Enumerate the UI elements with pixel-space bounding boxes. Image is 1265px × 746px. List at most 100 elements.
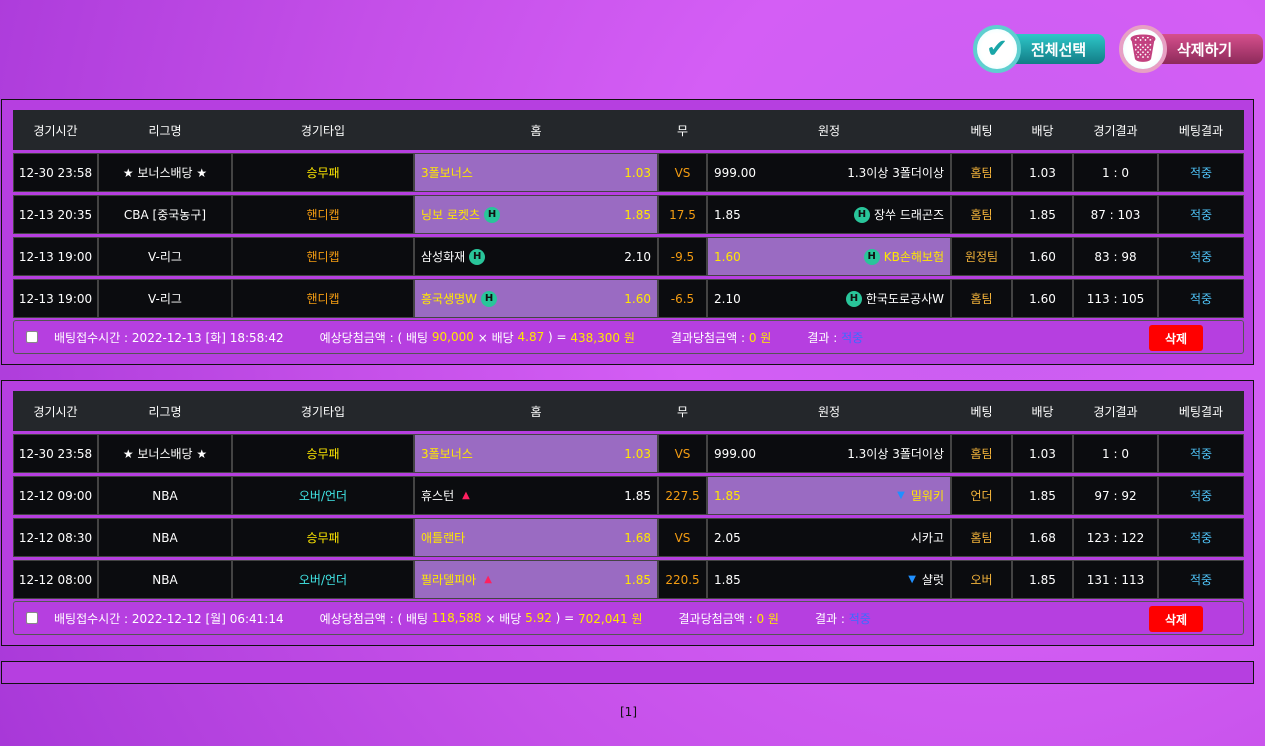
bet-result: 적중 — [1158, 279, 1244, 318]
draw-value: 17.5 — [658, 195, 707, 234]
game-score: 1 : 0 — [1073, 153, 1158, 192]
away-team-cell[interactable]: 999.00 1.3이상 3폴더이상 — [707, 153, 951, 192]
home-team-cell[interactable]: 닝보 로켓츠 H 1.85 — [414, 195, 658, 234]
pagination-page-1[interactable]: [1] — [620, 705, 637, 719]
away-team-cell[interactable]: 1.85 ▼ 샬럿 — [707, 560, 951, 599]
x: × 배당 — [473, 330, 518, 345]
header-cell: 무 — [676, 404, 689, 419]
away-team-cell[interactable]: 1.85 H 장쑤 드래곤즈 — [707, 195, 951, 234]
away-odds: 2.10 — [714, 291, 741, 306]
away-team-cell[interactable]: 1.60 H KB손해보험 — [707, 237, 951, 276]
won: 0 원 — [756, 611, 779, 626]
slip-footer: 배팅접수시간 : 2022-12-12 [월] 06:41:14 예상당첨금액 :… — [13, 601, 1244, 635]
draw-value: 227.5 — [658, 476, 707, 515]
bet-result: 적중 — [1158, 476, 1244, 515]
slip-checkbox[interactable] — [26, 612, 38, 624]
home-team-cell[interactable]: 애틀랜타 1.68 — [414, 518, 658, 557]
eq: ) = — [544, 330, 571, 344]
home-name-wrap: 흥국생명W H — [421, 290, 501, 307]
away-team-cell[interactable]: 999.00 1.3이상 3폴더이상 — [707, 434, 951, 473]
game-type: 승무패 — [232, 434, 414, 473]
bet-result: 적중 — [1158, 153, 1244, 192]
bet-table: 경기시간 리그명 경기타입 홈 무 원정 베팅 배당 경기결과 베팅결과 12-30 23:58 ★ … — [13, 391, 1244, 599]
away-odds: 1.85 — [714, 207, 741, 222]
table-row: 12-12 08:30 NBA 승무패 애틀랜타 1.68 VS 2.05 시카고 홈팀 1.68… — [13, 518, 1244, 557]
delete-selected-label: 삭제하기 — [1155, 34, 1263, 64]
bet-result: 적중 — [1158, 518, 1244, 557]
time-label: 배팅접수시간 : — [54, 611, 132, 626]
away-team-name: 1.3이상 3폴더이상 — [847, 447, 944, 461]
away-odds: 999.00 — [714, 446, 756, 461]
home-name-wrap: 필라델피아 ▲ — [421, 571, 492, 588]
bet-odds: 1.85 — [1012, 195, 1073, 234]
game-time: 12-13 19:00 — [13, 237, 98, 276]
home-team-name: 휴스턴 — [421, 489, 455, 503]
stake: 118,588 — [431, 611, 482, 625]
game-type: 핸디캡 — [232, 279, 414, 318]
home-name-wrap: 휴스턴 ▲ — [421, 487, 470, 504]
league-name: ★ 보너스배당 ★ — [98, 153, 232, 192]
expected-label: 예상당첨금액 : ( 배팅 — [319, 611, 432, 626]
won-label: 결과당첨금액 : — [670, 330, 749, 345]
select-all-button[interactable]: ✔ 전체선택 — [973, 25, 1105, 73]
home-team-cell[interactable]: 삼성화재 H 2.10 — [414, 237, 658, 276]
header-cell: 원정 — [817, 123, 841, 138]
home-team-cell[interactable]: 필라델피아 ▲ 1.85 — [414, 560, 658, 599]
delete-slip-button[interactable]: 삭제 — [1149, 325, 1203, 351]
home-team-name: 흥국생명W — [421, 292, 478, 306]
away-team-cell[interactable]: 1.85 ▼ 밀워키 — [707, 476, 951, 515]
expected: 702,041 원 — [578, 611, 643, 626]
time: 2022-12-12 [월] 06:41:14 — [131, 611, 284, 626]
away-name-wrap: H KB손해보험 — [860, 248, 944, 265]
table-row: 12-13 19:00 V-리그 핸디캡 삼성화재 H 2.10 -9.5 1.60 H KB손해… — [13, 237, 1244, 276]
time-label: 배팅접수시간 : — [54, 330, 132, 345]
away-team-name: 시카고 — [910, 531, 944, 545]
away-name-wrap: 시카고 — [911, 529, 944, 546]
home-team-name: 애틀랜타 — [421, 531, 466, 545]
home-odds: 2.10 — [624, 249, 651, 264]
header-cell: 경기결과 — [1093, 123, 1138, 138]
home-odds: 1.85 — [624, 207, 651, 222]
table-row: 12-13 19:00 V-리그 핸디캡 흥국생명W H 1.60 -6.5 2.10 H 한국도… — [13, 279, 1244, 318]
under-down-arrow-icon: ▼ — [897, 490, 905, 501]
home-name-wrap: 삼성화재 H — [421, 248, 489, 265]
home-team-cell[interactable]: 3폴보너스 1.03 — [414, 153, 658, 192]
draw-value: -6.5 — [658, 279, 707, 318]
home-team-cell[interactable]: 3폴보너스 1.03 — [414, 434, 658, 473]
home-odds: 1.03 — [624, 165, 651, 180]
bet-result: 적중 — [1158, 560, 1244, 599]
bet-choice: 홈팀 — [951, 518, 1012, 557]
league-name: NBA — [98, 518, 232, 557]
away-team-cell[interactable]: 2.10 H 한국도로공사W — [707, 279, 951, 318]
away-team-cell[interactable]: 2.05 시카고 — [707, 518, 951, 557]
delete-slip-button[interactable]: 삭제 — [1149, 606, 1203, 632]
home-team-cell[interactable]: 휴스턴 ▲ 1.85 — [414, 476, 658, 515]
away-odds: 1.85 — [714, 488, 741, 503]
result-label: 결과 : — [814, 611, 849, 626]
game-time: 12-30 23:58 — [13, 153, 98, 192]
bet-odds: 1.68 — [1012, 518, 1073, 557]
home-team-cell[interactable]: 흥국생명W H 1.60 — [414, 279, 658, 318]
home-odds: 1.03 — [624, 446, 651, 461]
result-label: 결과 : — [807, 330, 842, 345]
handicap-h-icon: H — [484, 206, 501, 223]
slip-checkbox[interactable] — [26, 331, 38, 343]
draw-value: VS — [658, 153, 707, 192]
league-name: V-리그 — [98, 279, 232, 318]
away-odds: 1.60 — [714, 249, 741, 264]
delete-selected-button[interactable]: 🗑 삭제하기 — [1119, 25, 1263, 73]
checkmark-icon: ✔ — [973, 25, 1021, 73]
bet-odds: 1.60 — [1012, 237, 1073, 276]
eq: ) = — [551, 611, 579, 625]
over-up-arrow-icon: ▲ — [484, 574, 492, 585]
total-odds: 5.92 — [525, 611, 552, 625]
game-score: 1 : 0 — [1073, 434, 1158, 473]
header-cell: 배당 — [1031, 404, 1054, 419]
handicap-h-icon: H — [853, 206, 870, 223]
bet-choice: 오버 — [951, 560, 1012, 599]
header-cell: 리그명 — [148, 404, 182, 419]
bet-choice: 언더 — [951, 476, 1012, 515]
bet-result: 적중 — [1158, 434, 1244, 473]
league-name: ★ 보너스배당 ★ — [98, 434, 232, 473]
game-time: 12-13 19:00 — [13, 279, 98, 318]
